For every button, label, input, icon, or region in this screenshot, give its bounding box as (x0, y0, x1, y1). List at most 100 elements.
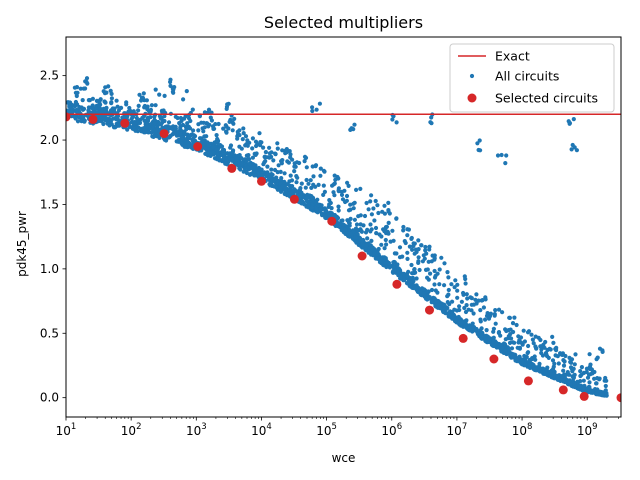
all-circuits-point (243, 134, 249, 139)
all-circuits-point (437, 282, 442, 287)
all-circuits-point (346, 208, 352, 213)
all-circuits-point (475, 331, 480, 336)
all-circuits-point (251, 169, 256, 174)
all-circuits-point (223, 161, 228, 166)
all-circuits-point (153, 103, 158, 108)
all-circuits-point (412, 251, 417, 256)
all-circuits-point (364, 243, 369, 248)
all-circuits-point (141, 91, 146, 96)
all-circuits-point (99, 119, 104, 124)
all-circuits-point (571, 117, 576, 122)
all-circuits-point (240, 161, 245, 166)
all-circuits-point (392, 251, 397, 256)
legend-entry-label: All circuits (495, 69, 559, 84)
legend-entry-label: Selected circuits (495, 91, 598, 106)
all-circuits-point (539, 347, 544, 352)
all-circuits-point (439, 255, 444, 260)
all-circuits-point (562, 359, 567, 364)
all-circuits-point (449, 282, 454, 287)
all-circuits-point (158, 116, 163, 121)
all-circuits-point (508, 332, 513, 337)
selected-circuit-point (257, 176, 266, 186)
all-circuits-point (304, 195, 310, 200)
all-circuits-point (371, 206, 376, 211)
all-circuits-point (561, 368, 566, 373)
all-circuits-point (386, 200, 391, 205)
all-circuits-point (288, 173, 293, 178)
all-circuits-point (266, 155, 271, 160)
all-circuits-point (314, 107, 319, 112)
all-circuits-point (473, 297, 478, 302)
all-circuits-point (432, 256, 437, 261)
all-circuits-point (564, 378, 569, 383)
all-circuits-point (162, 118, 167, 124)
all-circuits-point (332, 181, 337, 186)
all-circuits-point (405, 256, 410, 261)
all-circuits-point (141, 114, 147, 119)
all-circuits-point (166, 120, 172, 125)
all-circuits-point (168, 134, 173, 139)
selected-circuit-point (523, 376, 533, 386)
all-circuits-point (477, 138, 482, 143)
all-circuits-point (137, 92, 142, 97)
chart-title: Selected multipliers (264, 13, 423, 32)
all-circuits-point (512, 315, 517, 320)
all-circuits-point (282, 180, 287, 185)
all-circuits-point (302, 202, 307, 207)
all-circuits-point (474, 292, 479, 297)
all-circuits-point (507, 315, 512, 320)
all-circuits-point (362, 213, 368, 219)
all-circuits-point (363, 247, 368, 252)
all-circuits-point (309, 185, 314, 190)
all-circuits-point (423, 267, 429, 272)
all-circuits-point (425, 275, 430, 280)
x-tick-label: 103 (186, 422, 207, 438)
all-circuits-point (75, 119, 81, 124)
all-circuits-point (375, 203, 380, 208)
all-circuits-point (478, 328, 483, 333)
selected-circuits-points (66, 112, 621, 403)
all-circuits-point (410, 247, 415, 252)
all-circuits-point (368, 199, 373, 204)
all-circuits-point (179, 135, 184, 140)
all-circuits-point (406, 269, 411, 274)
all-circuits-point (268, 183, 273, 188)
all-circuits-point (503, 161, 508, 166)
all-circuits-point (331, 190, 336, 195)
all-circuits-point (396, 269, 401, 275)
all-circuits-point (309, 205, 315, 210)
all-circuits-point (365, 236, 370, 241)
all-circuits-point (429, 287, 435, 293)
all-circuits-point (239, 146, 244, 151)
all-circuits-point (282, 171, 287, 176)
all-circuits-point (304, 199, 309, 204)
all-circuits-point (565, 370, 570, 375)
all-circuits-point (103, 107, 108, 113)
all-circuits-point (578, 373, 583, 379)
all-circuits-point (285, 159, 290, 164)
all-circuits-point (516, 355, 522, 360)
all-circuits-point (457, 304, 462, 309)
all-circuits-point (432, 282, 437, 287)
all-circuits-point (258, 140, 263, 145)
all-circuits-point (200, 138, 206, 143)
all-circuits-point (550, 334, 555, 339)
all-circuits-point (445, 305, 450, 311)
all-circuits-point (230, 151, 235, 156)
all-circuits-point (456, 315, 461, 320)
all-circuits-point (503, 337, 508, 342)
all-circuits-point (185, 121, 190, 126)
all-circuits-point (275, 170, 280, 175)
selected-circuit-point (159, 129, 169, 139)
all-circuits-point (384, 242, 389, 247)
all-circuits-point (405, 227, 410, 232)
all-circuits-point (351, 201, 356, 206)
all-circuits-point (292, 169, 297, 174)
y-tick-label: 0.5 (40, 326, 59, 340)
all-circuits-point (527, 362, 532, 367)
all-circuits-point (91, 109, 96, 115)
all-circuits-point (395, 262, 400, 267)
all-circuits-point (326, 204, 331, 209)
all-circuits-point (385, 229, 390, 234)
all-circuits-point (290, 184, 295, 189)
